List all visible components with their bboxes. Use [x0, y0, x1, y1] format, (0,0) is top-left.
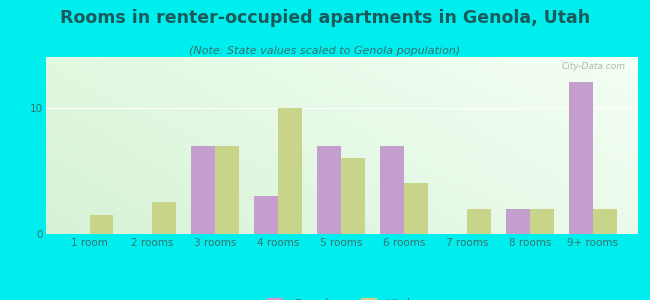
Text: (Note: State values scaled to Genola population): (Note: State values scaled to Genola pop…	[189, 46, 461, 56]
Bar	[90, 215, 114, 234]
Bar	[593, 209, 617, 234]
Bar	[404, 183, 428, 234]
Bar	[569, 82, 593, 234]
Bar	[278, 108, 302, 234]
Text: Rooms in renter-occupied apartments in Genola, Utah: Rooms in renter-occupied apartments in G…	[60, 9, 590, 27]
Bar	[530, 209, 554, 234]
Bar	[380, 146, 404, 234]
Bar	[506, 209, 530, 234]
Bar	[341, 158, 365, 234]
Bar	[254, 196, 278, 234]
Bar	[215, 146, 239, 234]
Bar	[317, 146, 341, 234]
Text: City-Data.com: City-Data.com	[561, 62, 625, 71]
Bar	[192, 146, 215, 234]
Bar	[467, 209, 491, 234]
Legend: Genola, Utah: Genola, Utah	[262, 293, 421, 300]
Bar	[153, 202, 176, 234]
